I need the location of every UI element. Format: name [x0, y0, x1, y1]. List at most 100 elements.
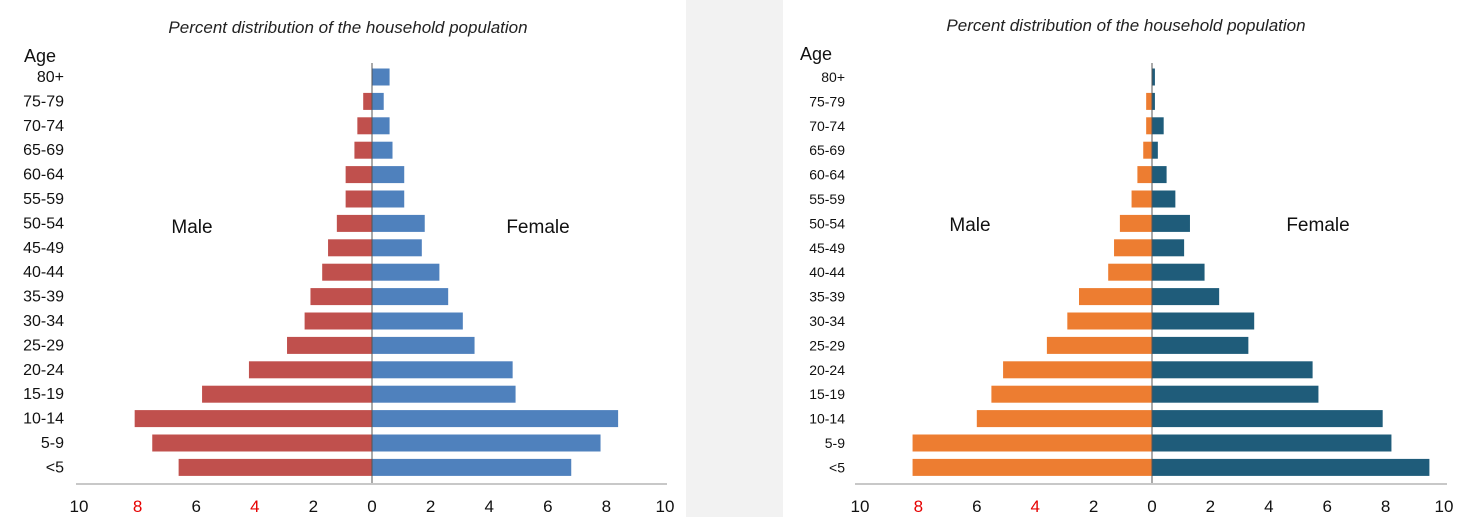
x-tick-label: 10 — [1435, 497, 1454, 516]
age-label: <5 — [46, 459, 64, 476]
x-tick-label: 4 — [484, 497, 493, 516]
male-bar — [345, 166, 372, 184]
male-bar — [287, 336, 372, 354]
x-tick-label: 2 — [426, 497, 435, 516]
female-bar — [1152, 458, 1430, 476]
x-tick-label: 4 — [1030, 497, 1039, 516]
male-bar — [1137, 166, 1152, 184]
female-bar — [1152, 410, 1383, 428]
female-bar — [372, 410, 619, 428]
x-tick-label: 4 — [250, 497, 259, 516]
x-tick-label: 2 — [309, 497, 318, 516]
male-bar — [345, 190, 372, 208]
age-label: 75-79 — [809, 93, 845, 109]
female-label: Female — [1286, 215, 1349, 236]
age-label: 25-29 — [23, 337, 64, 354]
female-bar — [1152, 117, 1164, 135]
x-tick-label: 8 — [1381, 497, 1390, 516]
female-bar — [372, 288, 449, 306]
male-bar — [304, 312, 372, 330]
age-label: 35-39 — [809, 289, 845, 305]
female-bar — [372, 117, 390, 135]
male-bar — [1119, 214, 1152, 232]
age-label: 20-24 — [23, 362, 64, 379]
female-bar — [372, 458, 572, 476]
female-bar — [1152, 239, 1185, 257]
age-axis-header: Age — [24, 46, 56, 66]
male-bar — [1131, 190, 1152, 208]
male-bar — [976, 410, 1152, 428]
female-bar — [1152, 385, 1319, 403]
female-bar — [1152, 214, 1190, 232]
age-label: 65-69 — [809, 142, 845, 158]
x-tick-label: 10 — [656, 497, 675, 516]
female-bar — [1152, 190, 1176, 208]
female-bar — [1152, 68, 1155, 86]
x-tick-label: 8 — [133, 497, 142, 516]
pyramid-chart-left: Percent distribution of the household po… — [23, 18, 675, 516]
female-bar — [1152, 336, 1249, 354]
male-bar — [202, 385, 372, 403]
male-bar — [1114, 239, 1152, 257]
male-bar — [912, 458, 1152, 476]
x-axis: 10 8 6 4 2 0 2 4 6 8 10 — [851, 63, 1454, 516]
age-label: 40-44 — [809, 264, 845, 280]
x-tick-label: 0 — [367, 497, 376, 516]
age-axis-header: Age — [800, 44, 832, 64]
age-label: 15-19 — [809, 386, 845, 402]
male-bar — [336, 214, 372, 232]
age-label: 80+ — [821, 69, 845, 85]
male-label: Male — [171, 217, 212, 238]
age-label: 55-59 — [809, 191, 845, 207]
x-tick-label: 8 — [914, 497, 923, 516]
female-bar — [372, 263, 440, 281]
female-bar — [372, 166, 405, 184]
female-bar — [1152, 263, 1205, 281]
age-label: 30-34 — [23, 313, 64, 330]
bars-group — [134, 68, 619, 476]
age-labels: 80+ 75-79 70-74 65-69 60-64 55-59 50-54 45-49 40… — [23, 69, 64, 476]
male-bar — [1067, 312, 1152, 330]
female-bar — [372, 336, 475, 354]
age-label: 45-49 — [23, 240, 64, 257]
age-label: 60-64 — [809, 167, 845, 183]
female-bar — [372, 141, 393, 159]
female-bar — [372, 312, 463, 330]
male-bar — [178, 458, 372, 476]
bars-group — [912, 68, 1430, 476]
x-tick-label: 6 — [191, 497, 200, 516]
age-label: 45-49 — [809, 240, 845, 256]
age-label: 5-9 — [41, 435, 64, 452]
male-bar — [1046, 336, 1152, 354]
male-bar — [1143, 141, 1152, 159]
age-label: 10-14 — [23, 411, 64, 428]
male-bar — [134, 410, 372, 428]
age-label: 70-74 — [23, 118, 64, 135]
female-bar — [372, 214, 425, 232]
male-bar — [1146, 117, 1152, 135]
male-bar — [322, 263, 372, 281]
population-pyramid-left: Percent distribution of the household po… — [0, 0, 686, 517]
chart-title: Percent distribution of the household po… — [168, 18, 527, 37]
x-tick-label: 0 — [1147, 497, 1156, 516]
x-tick-label: 8 — [602, 497, 611, 516]
male-bar — [1079, 288, 1152, 306]
x-tick-label: 2 — [1089, 497, 1098, 516]
male-bar — [354, 141, 372, 159]
female-bar — [1152, 141, 1158, 159]
age-label: 5-9 — [825, 435, 845, 451]
female-bar — [372, 239, 422, 257]
x-tick-label: 6 — [1322, 497, 1331, 516]
female-bar — [372, 190, 405, 208]
female-bar — [372, 92, 384, 110]
female-bar — [1152, 361, 1313, 379]
age-label: 75-79 — [23, 93, 64, 110]
male-bar — [152, 434, 372, 452]
x-tick-label: 4 — [1264, 497, 1273, 516]
age-label: 80+ — [37, 69, 64, 86]
male-bar — [1146, 92, 1152, 110]
male-bar — [248, 361, 372, 379]
age-label: 40-44 — [23, 264, 64, 281]
chart-title: Percent distribution of the household po… — [946, 16, 1305, 35]
male-bar — [1108, 263, 1152, 281]
